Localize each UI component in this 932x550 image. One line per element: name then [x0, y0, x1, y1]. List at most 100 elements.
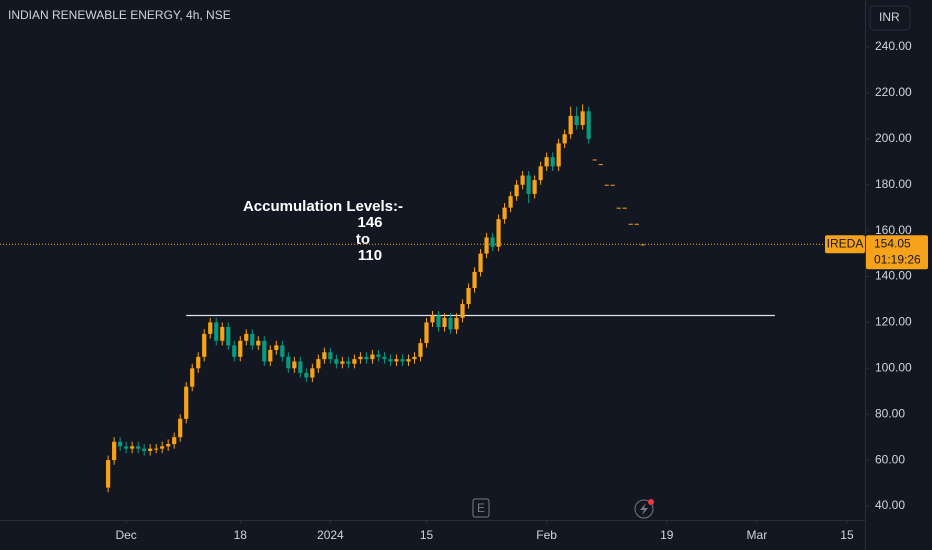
- candle-body: [340, 361, 345, 364]
- y-tick-label: 80.00: [875, 406, 905, 420]
- y-tick-label: 140.00: [875, 269, 912, 283]
- candle-body: [640, 244, 645, 246]
- candle-body: [196, 356, 201, 369]
- candle-body: [322, 352, 327, 360]
- candle-body: [454, 317, 459, 330]
- candle-body: [544, 157, 549, 167]
- lightning-icon[interactable]: [634, 499, 654, 519]
- countdown-label: 01:19:26: [874, 252, 921, 266]
- candle-body: [274, 345, 279, 350]
- candle-body: [232, 345, 237, 357]
- y-tick-label: 60.00: [875, 452, 905, 466]
- candle-body: [244, 333, 249, 341]
- candle-body: [472, 271, 477, 288]
- icon-glyph[interactable]: E: [477, 501, 485, 515]
- price-label: 154.05: [874, 236, 911, 250]
- candle-body: [238, 340, 243, 357]
- x-tick-label: Feb: [536, 528, 557, 542]
- y-tick-label: 40.00: [875, 498, 905, 512]
- candle-body: [478, 253, 483, 272]
- candle-body: [580, 111, 585, 126]
- candle-body: [610, 184, 615, 186]
- y-tick-label: 180.00: [875, 177, 912, 191]
- icon-frame[interactable]: [472, 498, 490, 518]
- candle-body: [250, 333, 255, 346]
- candle-body: [256, 340, 261, 346]
- candle-body: [430, 315, 435, 323]
- candle-body: [526, 175, 531, 194]
- candle-body: [154, 448, 159, 450]
- candle-body: [400, 359, 405, 362]
- candle-body: [268, 349, 273, 362]
- candle-body: [208, 322, 213, 334]
- candle-body: [496, 219, 501, 247]
- annotation: 146: [357, 214, 382, 231]
- icon-frame[interactable]: [634, 499, 654, 519]
- candle-body: [346, 361, 351, 364]
- candle-body: [328, 352, 333, 360]
- candle-body: [490, 237, 495, 247]
- currency-label[interactable]: INR: [879, 10, 900, 24]
- currency-button[interactable]: [869, 5, 911, 31]
- candle-body: [202, 333, 207, 357]
- candle-body: [502, 207, 507, 220]
- x-tick-label: Dec: [115, 528, 136, 542]
- x-tick-label: Mar: [747, 528, 768, 542]
- icon-glyph[interactable]: [640, 503, 648, 515]
- candle-body: [214, 322, 219, 341]
- candle-body: [520, 175, 525, 185]
- candle-body: [598, 164, 603, 166]
- candle-body: [358, 356, 363, 360]
- y-tick-label: 240.00: [875, 39, 912, 53]
- candle-body: [298, 361, 303, 373]
- candle-body: [412, 356, 417, 360]
- candle-body: [148, 448, 153, 451]
- candle-body: [424, 322, 429, 344]
- e-icon[interactable]: E: [472, 498, 490, 518]
- chart-title: INDIAN RENEWABLE ENERGY, 4h, NSE: [8, 8, 231, 22]
- candle-body: [124, 446, 129, 449]
- candle-body: [418, 343, 423, 357]
- icon-badge[interactable]: [648, 499, 654, 505]
- candle-body: [106, 460, 111, 488]
- candle-body: [604, 184, 609, 186]
- candle-body: [142, 448, 147, 451]
- candle-body: [532, 180, 537, 194]
- candle-body: [310, 368, 315, 378]
- candle-body: [280, 345, 285, 357]
- candle-body: [592, 159, 597, 161]
- y-tick-label: 120.00: [875, 315, 912, 329]
- candle-body: [316, 359, 321, 369]
- candle-body: [448, 317, 453, 330]
- candle-body: [352, 359, 357, 364]
- candle-body: [538, 166, 543, 181]
- candle-body: [178, 418, 183, 438]
- price-tag: [866, 235, 928, 270]
- candle-body: [364, 356, 369, 360]
- candle-body: [130, 446, 135, 449]
- candle-body: [376, 354, 381, 357]
- candle-body: [304, 372, 309, 378]
- candle-body: [220, 327, 225, 341]
- symbol-label: IREDA: [827, 236, 864, 250]
- candle-body: [382, 356, 387, 360]
- candle-body: [574, 115, 579, 126]
- candle-body: [616, 207, 621, 209]
- x-tick-label: 15: [840, 528, 854, 542]
- candle-body: [172, 437, 177, 445]
- candle-body: [190, 368, 195, 387]
- candle-body: [586, 111, 591, 139]
- candle-body: [460, 304, 465, 318]
- candle-body: [112, 441, 117, 461]
- symbol-tag: [825, 235, 865, 254]
- candle-body: [388, 359, 393, 362]
- candle-body: [118, 441, 123, 447]
- candle-body: [466, 287, 471, 305]
- y-tick-label: 100.00: [875, 360, 912, 374]
- candle-body: [160, 446, 165, 449]
- candle-body: [550, 157, 555, 167]
- candle-body: [622, 207, 627, 209]
- x-tick-label: 19: [660, 528, 674, 542]
